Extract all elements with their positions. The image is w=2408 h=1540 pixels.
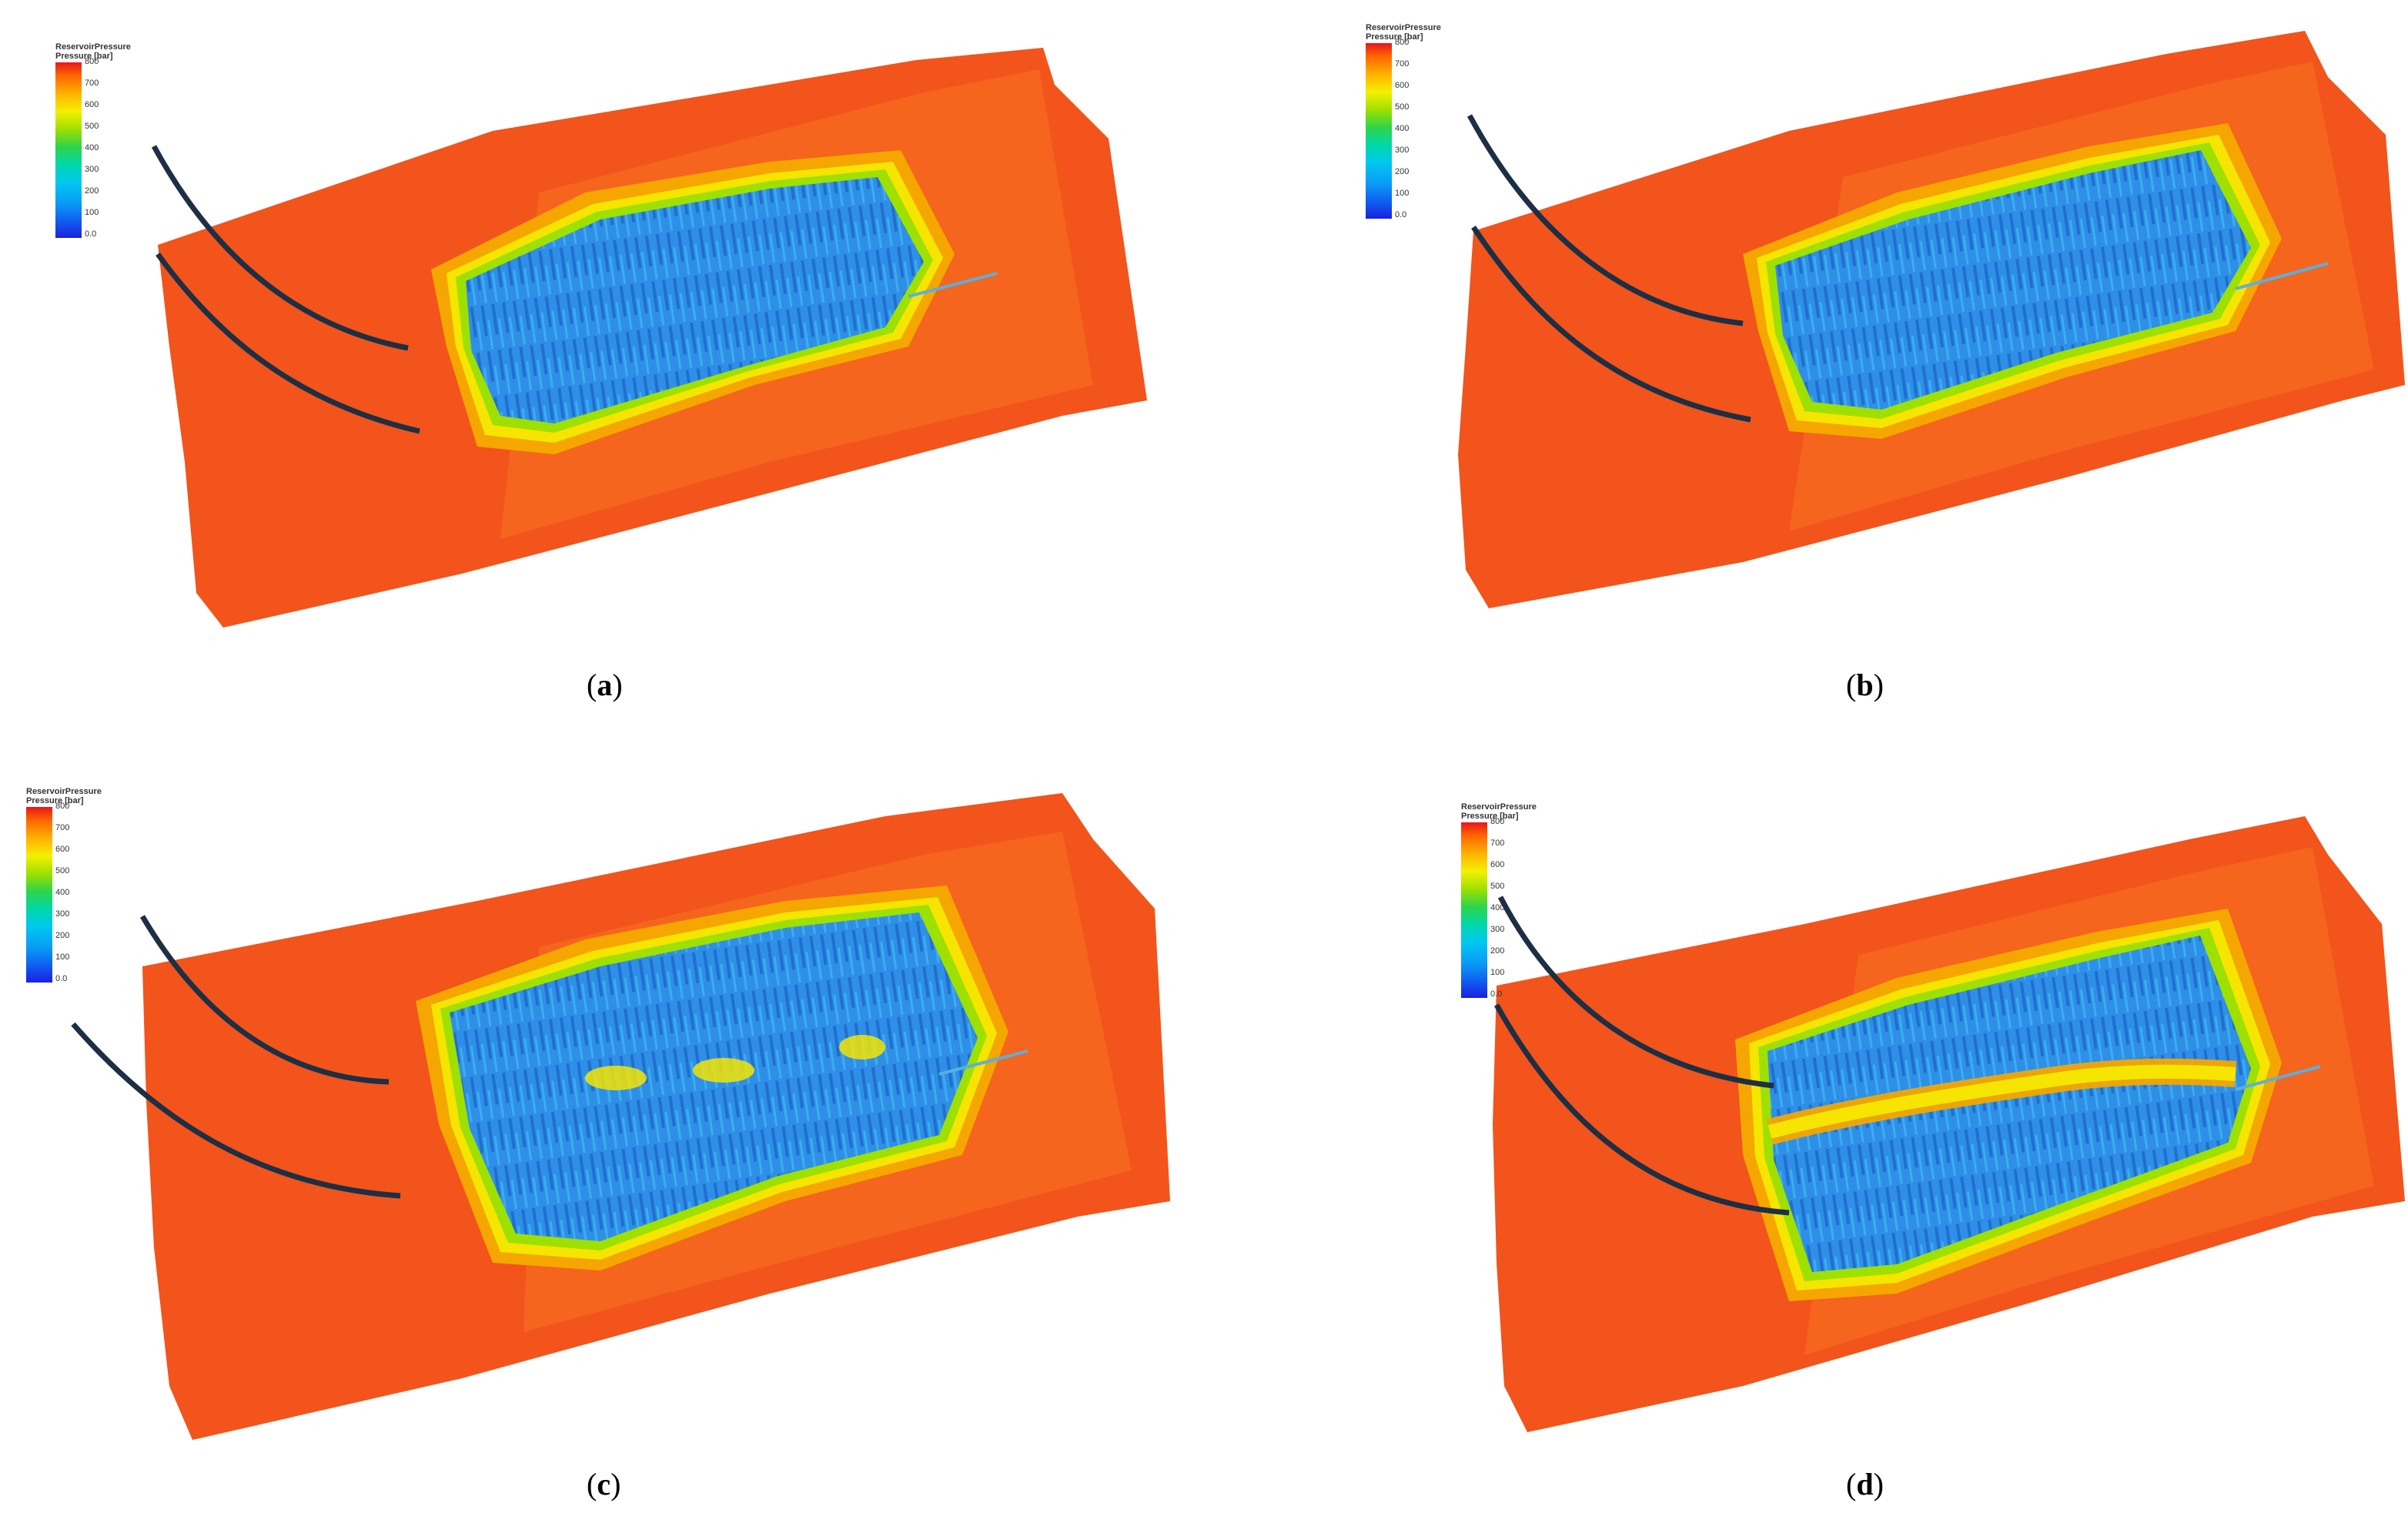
legend-colorbar <box>1461 822 1487 998</box>
legend-tick: 0.0 <box>1490 989 1503 999</box>
legend-tick: 300 <box>1490 925 1505 934</box>
legend-tick: 100 <box>1490 968 1505 977</box>
legend-tick: 100 <box>85 208 99 217</box>
legend-title: ReservoirPressure <box>1461 802 1537 812</box>
legend-tick: 800 <box>1490 817 1505 826</box>
well-trajectory-3 <box>908 272 998 298</box>
legend-tick: 300 <box>55 909 70 919</box>
well-trajectory-3 <box>2235 1065 2321 1091</box>
well-trajectory-3 <box>938 1050 1028 1076</box>
panel-c: ReservoirPressure Pressure [bar] 800 700… <box>0 770 1204 1540</box>
legend-tick: 200 <box>1490 946 1505 956</box>
panel-a: ReservoirPressure Pressure [bar] 800 700… <box>0 0 1204 770</box>
well-trajectory-1 <box>139 915 390 1085</box>
legend-colorbar <box>55 62 82 238</box>
legend-tick: 700 <box>85 79 99 88</box>
legend-tick: 0.0 <box>1395 210 1407 219</box>
legend-tick: 700 <box>55 823 70 832</box>
well-trajectory-2 <box>156 252 420 434</box>
panel-b: ReservoirPressure Pressure [bar] 800 700… <box>1204 0 2408 770</box>
legend-tick: 500 <box>1395 102 1410 112</box>
well-trajectory-1 <box>1467 114 1744 326</box>
legend-title: ReservoirPressure <box>55 42 131 52</box>
pressure-map-d <box>1493 816 2405 1432</box>
legend-tick: 300 <box>1395 146 1410 155</box>
legend-subtitle: Pressure [bar] <box>1461 812 1519 821</box>
legend-subtitle: Pressure [bar] <box>55 52 113 61</box>
pressure-map-c <box>71 793 1170 1440</box>
legend-tick: 700 <box>1490 839 1505 848</box>
pressure-legend-d: ReservoirPressure Pressure [bar] 800 700… <box>1461 802 1537 999</box>
pressure-legend-c: ReservoirPressure Pressure [bar] 800 700… <box>26 787 102 983</box>
depleted-zone <box>1768 936 2251 1272</box>
legend-tick: 500 <box>55 866 70 875</box>
legend-tick: 800 <box>85 57 99 66</box>
legend-tick: 400 <box>85 143 99 152</box>
well-trajectory-1 <box>151 145 409 351</box>
legend-tick: 500 <box>1490 882 1505 891</box>
legend-tick: 600 <box>1490 860 1505 869</box>
legend-title: ReservoirPressure <box>26 787 102 796</box>
legend-tick: 0.0 <box>55 974 68 983</box>
legend-tick: 400 <box>55 888 70 897</box>
legend-tick: 800 <box>1395 38 1410 47</box>
pressure-map-a <box>151 48 1147 628</box>
panel-caption-a: (a) <box>587 668 623 702</box>
pressure-legend-b: ReservoirPressure Pressure [bar] 800 700… <box>1366 23 1441 219</box>
depleted-zone <box>1775 150 2251 410</box>
pressure-map-b <box>1458 31 2405 608</box>
legend-tick: 500 <box>85 122 99 131</box>
legend-tick: 200 <box>85 186 99 196</box>
legend-colorbar <box>1366 43 1392 219</box>
legend-tick: 400 <box>1395 124 1410 133</box>
legend-tick: 400 <box>1490 903 1505 912</box>
legend-tick: 0.0 <box>85 229 97 239</box>
legend-tick: 200 <box>55 931 70 940</box>
well-trajectory-2 <box>1493 1003 1790 1216</box>
legend-colorbar <box>26 807 52 983</box>
legend-tick: 600 <box>55 845 70 854</box>
legend-subtitle: Pressure [bar] <box>26 796 84 805</box>
legend-tick: 700 <box>1395 59 1410 69</box>
legend-tick: 100 <box>1395 189 1410 198</box>
pressure-legend-a: ReservoirPressure Pressure [bar] 800 700… <box>55 42 131 239</box>
depleted-zone <box>466 177 924 424</box>
well-trajectory-2 <box>1471 226 1751 423</box>
panel-d: ReservoirPressure Pressure [bar] 800 700… <box>1204 770 2408 1540</box>
legend-tick: 800 <box>55 802 70 811</box>
well-trajectory-2 <box>71 1022 401 1199</box>
legend-tick: 200 <box>1395 167 1410 176</box>
legend-tick: 600 <box>85 100 99 109</box>
panel-caption-d: (d) <box>1846 1467 1884 1502</box>
legend-tick: 100 <box>55 952 70 962</box>
panel-caption-b: (b) <box>1846 668 1884 702</box>
panel-caption-c: (c) <box>587 1467 621 1502</box>
legend-tick: 600 <box>1395 81 1410 90</box>
legend-tick: 300 <box>85 165 99 174</box>
well-trajectory-3 <box>2235 262 2329 290</box>
legend-title: ReservoirPressure <box>1366 23 1441 32</box>
legend-subtitle: Pressure [bar] <box>1366 32 1423 42</box>
well-trajectory-1 <box>1497 896 1774 1089</box>
